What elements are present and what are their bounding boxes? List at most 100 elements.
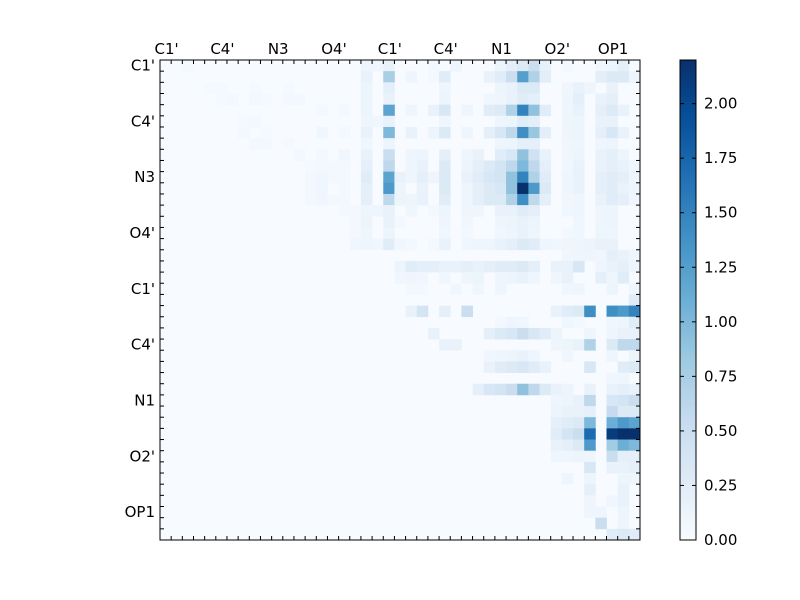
heatmap-cell-18-24 [427,260,440,273]
heatmap-cell-4-24 [427,104,440,117]
heatmap-cell-15-36 [561,227,574,239]
heatmap-cell-2-37 [573,82,585,94]
heatmap-cell-19-27 [461,272,473,284]
heatmap-cell-8-39 [595,149,607,161]
heatmap-cell-7-40 [606,138,619,150]
heatmap-cell-33-35 [550,428,563,440]
heatmap-cell-34-37 [573,439,585,452]
heatmap-cell-20-42 [628,283,641,295]
heatmap-cell-18-23 [416,260,429,273]
heatmap-cell-35-38 [584,450,596,463]
heatmap-cell-11-29 [483,182,496,195]
heatmap-cell-18-37 [573,260,585,273]
heatmap-cell-4-30 [494,104,507,117]
y-tick-label: O2' [130,447,155,465]
heatmap-cell-27-29 [483,361,496,373]
heatmap-cell-8-33 [528,149,540,161]
heatmap-cell-0-33 [528,60,540,72]
heatmap-cell-18-35 [550,260,563,273]
heatmap-cell-32-38 [584,417,596,429]
heatmap-cell-6-36 [561,126,574,139]
heatmap-cell-8-22 [405,149,418,161]
heatmap-cell-12-20 [383,193,395,206]
heatmap-cell-6-7 [238,126,250,139]
heatmap-cell-8-30 [494,149,507,161]
heatmap-cell-16-28 [472,238,485,251]
heatmap-cell-17-38 [584,249,596,262]
heatmap-cell-5-32 [517,115,529,128]
heatmap-cell-0-41 [617,60,630,72]
heatmap-cell-1-30 [494,71,507,83]
heatmap-cell-13-22 [405,205,418,217]
heatmap-cell-16-18 [360,238,373,251]
heatmap-cell-8-40 [606,149,619,161]
heatmap-cell-9-18 [360,160,373,173]
heatmap-cell-0-2 [182,60,194,72]
y-tick-label: C1' [131,280,155,298]
heatmap-cell-10-31 [506,171,518,184]
heatmap-cell-12-14 [316,193,328,206]
heatmap-cell-6-20 [383,126,395,139]
heatmap-cell-10-40 [606,171,619,184]
heatmap-cell-12-42 [628,193,641,206]
heatmap-cell-14-17 [349,216,362,228]
heatmap-cell-11-16 [338,182,351,195]
heatmap-cell-19-22 [405,272,418,284]
heatmap-cell-16-35 [550,238,563,251]
heatmap-cell-10-27 [461,171,473,184]
heatmap-cell-3-18 [360,93,373,106]
heatmap-cell-27-31 [506,361,518,373]
heatmap-cell-7-8 [249,138,261,150]
heatmap-cell-12-22 [405,193,418,206]
heatmap-cell-3-29 [483,93,496,106]
heatmap-cell-24-31 [506,327,518,340]
heatmap-cell-20-26 [450,283,462,295]
heatmap-cell-8-34 [539,149,552,161]
heatmap-cell-34-40 [606,439,619,452]
heatmap-cell-29-36 [561,383,574,396]
heatmap-cell-12-23 [416,193,429,206]
heatmap-cell-8-32 [517,149,529,161]
heatmap-cell-27-38 [584,361,596,373]
heatmap-cell-38-38 [584,484,596,496]
heatmap-cell-24-29 [483,327,496,340]
heatmap-cell-4-40 [606,104,619,117]
heatmap-cell-2-11 [282,82,295,94]
colorbar-tick-label: 0.25 [704,477,737,495]
heatmap-cell-7-37 [573,138,585,150]
heatmap-cell-5-30 [494,115,507,128]
heatmap-cell-22-23 [416,305,429,318]
heatmap-cell-2-40 [606,82,619,94]
heatmap-cell-13-28 [472,205,485,217]
heatmap-cell-10-37 [573,171,585,184]
heatmap-cell-24-42 [628,327,641,340]
heatmap-cell-9-39 [595,160,607,173]
heatmap-cell-36-38 [584,461,596,474]
heatmap-cell-7-20 [383,138,395,150]
heatmap-cell-10-16 [338,171,351,184]
heatmap-cell-14-21 [394,216,406,228]
heatmap-cell-13-37 [573,205,585,217]
heatmap-cell-31-36 [561,406,574,418]
heatmap-cell-6-25 [439,126,451,139]
heatmap-cell-6-16 [338,126,351,139]
heatmap-cell-2-20 [383,82,395,94]
heatmap-cell-10-34 [539,171,552,184]
heatmap-cell-10-39 [595,171,607,184]
heatmap-cell-14-40 [606,216,619,228]
heatmap-cell-18-36 [561,260,574,273]
heatmap-cell-31-40 [606,406,619,418]
heatmap-cell-18-26 [450,260,462,273]
heatmap-cell-37-41 [617,473,630,485]
heatmap-cells [182,60,641,541]
heatmap-cell-35-35 [550,450,563,463]
heatmap-cell-19-35 [550,272,563,284]
heatmap-cell-4-39 [595,104,607,117]
heatmap-cell-17-36 [561,249,574,262]
heatmap-cell-40-39 [595,506,607,519]
heatmap-cell-12-15 [327,193,339,206]
heatmap-cell-41-41 [617,517,630,530]
heatmap-cell-10-36 [561,171,574,184]
heatmap-cell-29-41 [617,383,630,396]
heatmap-cell-16-36 [561,238,574,251]
